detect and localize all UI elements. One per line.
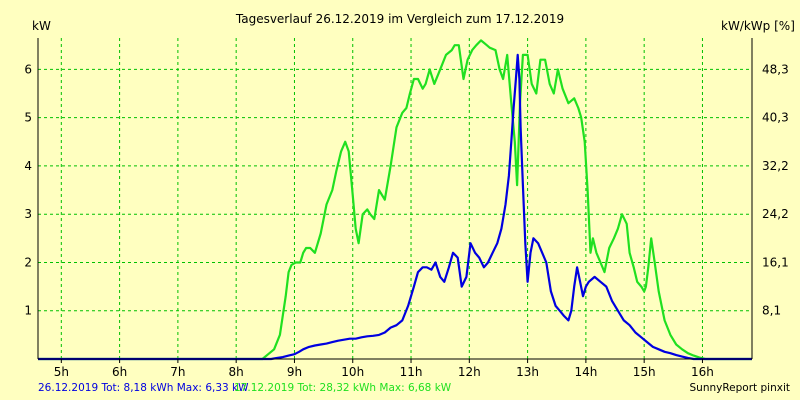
footer-max-value-1: 6,33 kW	[205, 382, 249, 394]
x-tick-label: 16h	[691, 365, 714, 379]
y-tick-label-left: 2	[24, 255, 32, 269]
x-tick-label: 11h	[400, 365, 423, 379]
footer-tot-label-1: Tot:	[101, 382, 121, 394]
x-tick-label: 13h	[516, 365, 539, 379]
series-line-green	[38, 39, 752, 361]
footer-date-1: 26.12.2019	[38, 382, 99, 394]
x-tick-label: 15h	[633, 365, 656, 379]
grid	[38, 38, 752, 359]
x-tick-label: 7h	[170, 365, 185, 379]
footer-date-2: 17.12.2019	[234, 382, 295, 394]
x-tick-label: 6h	[112, 365, 127, 379]
y-tick-label-right: 40,3	[762, 111, 789, 125]
x-tick-label: 9h	[287, 365, 302, 379]
footer-left: 26.12.2019 Tot: 8,18 kWh Max: 6,33 kW	[38, 382, 249, 394]
y-tick-label-right: 32,2	[762, 159, 789, 173]
y-axis-label-right: kW/kWp [%]	[721, 19, 795, 33]
y-tick-label-right: 16,1	[762, 255, 789, 269]
y-tick-label-left: 5	[24, 111, 32, 125]
x-tick-label: 10h	[341, 365, 364, 379]
footer-max-label-1: Max:	[176, 382, 202, 394]
footer-credit: SunnyReport pinxit	[689, 382, 790, 394]
y-tick-label-left: 4	[24, 159, 32, 173]
footer-tot-value-2: 28,32 kWh	[319, 382, 377, 394]
axes	[37, 38, 753, 363]
footer-max-value-2: 6,68 kW	[407, 382, 452, 394]
footer-tot-label-2: Tot:	[297, 382, 317, 394]
footer-right: 17.12.2019 Tot: 28,32 kWh Max: 6,68 kW	[234, 382, 451, 394]
series-layer	[38, 39, 752, 361]
footer-max-label-2: Max:	[379, 382, 405, 394]
x-tick-label: 8h	[229, 365, 244, 379]
y-tick-label-left: 1	[24, 304, 32, 318]
x-tick-label: 14h	[574, 365, 597, 379]
footer-tot-value-1: 8,18 kWh	[123, 382, 174, 394]
chart-title: Tagesverlauf 26.12.2019 im Vergleich zum…	[235, 12, 564, 26]
series-line-blue	[38, 53, 752, 361]
y-tick-label-left: 3	[24, 207, 32, 221]
y-axis-label-left: kW	[32, 19, 51, 33]
x-tick-label: 12h	[458, 365, 481, 379]
x-tick-label: 5h	[54, 365, 69, 379]
y-tick-label-right: 8,1	[762, 304, 781, 318]
y-tick-label-right: 48,3	[762, 62, 789, 76]
y-tick-label-left: 6	[24, 62, 32, 76]
tick-labels: 5h 6h 7h 8h 9h 10h 11h 12h 13h 14h 15h 16h 1 8,1 2 16,1…	[24, 62, 788, 379]
y-tick-label-right: 24,2	[762, 207, 789, 221]
